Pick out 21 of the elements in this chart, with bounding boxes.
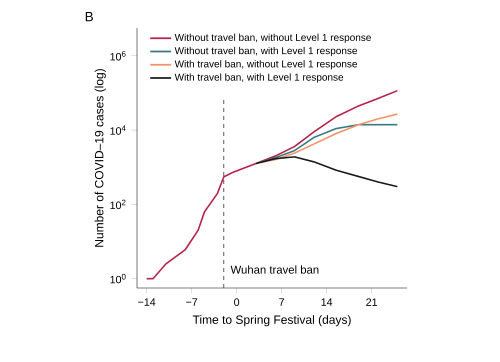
chart-title: B	[86, 12, 93, 22]
legend-label: With travel ban, without Level 1 response	[174, 60, 358, 70]
x-tick-label: −7	[186, 298, 198, 306]
x-tick-label: 0	[234, 298, 240, 306]
legend-label: With travel ban, with Level 1 response	[174, 73, 344, 83]
legend-label: Without travel ban, with Level 1 response	[174, 46, 358, 56]
y-tick-label: 10$^{4}$	[110, 125, 126, 135]
y-tick-label: 10$^{6}$	[110, 51, 126, 61]
ref-line-label: Wuhan travel ban	[230, 265, 318, 274]
x-axis-title: Time to Spring Festival (days)	[192, 315, 351, 326]
x-tick-label: −14	[138, 298, 156, 306]
y-tick-label: 10$^{0}$	[110, 274, 126, 284]
y-axis-title: Number of COVID–19 cases (log)	[94, 69, 106, 247]
line-series	[255, 156, 398, 188]
x-tick-label: 7	[279, 298, 284, 306]
legend-label: Without travel ban, without Level 1 response	[174, 34, 371, 43]
y-tick-label: 10$^{2}$	[110, 200, 126, 210]
line-series	[255, 113, 398, 164]
line-series	[146, 90, 398, 280]
x-tick-label: 14	[322, 298, 332, 306]
x-tick-label: 21	[366, 298, 378, 306]
